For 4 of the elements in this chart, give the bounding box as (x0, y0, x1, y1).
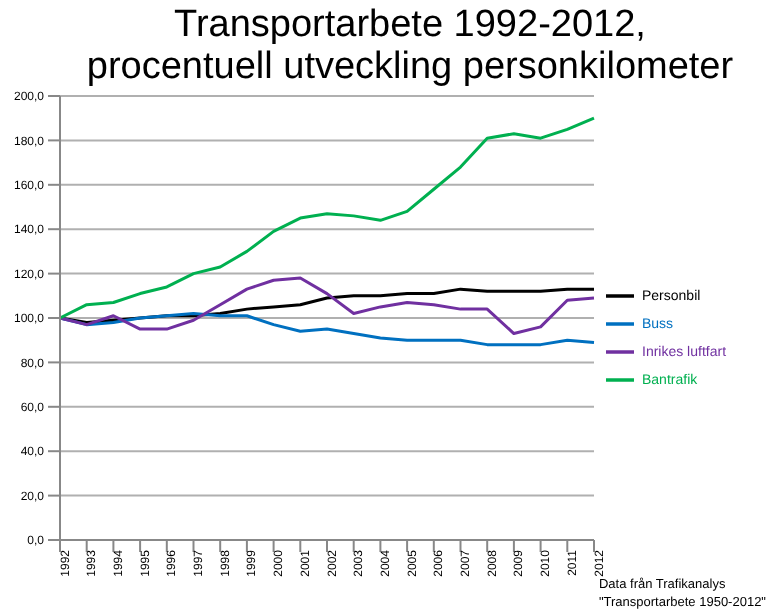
chart-title: Transportarbete 1992-2012, procentuell utveckling personkilometer (84, 4, 736, 88)
line-series (58, 276, 596, 336)
line-series (58, 287, 596, 324)
line-series (58, 116, 596, 320)
